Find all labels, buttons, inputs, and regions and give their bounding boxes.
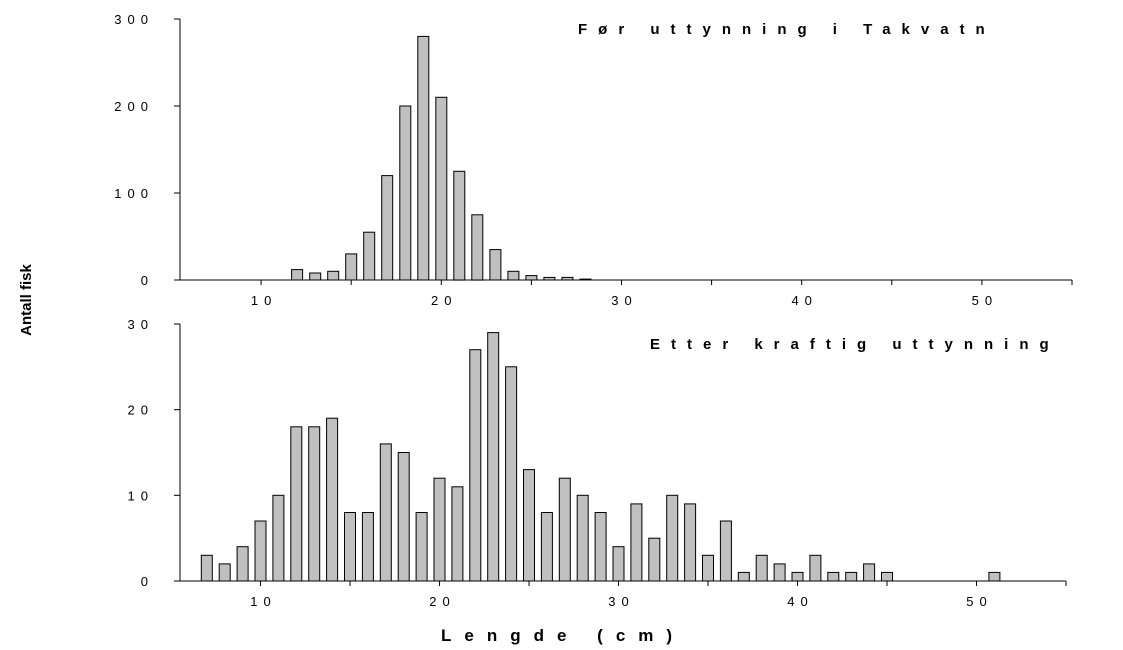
bottom-y-tick-label: 10 — [128, 488, 154, 503]
bottom-bar — [200, 554, 213, 582]
bottom-bar — [469, 349, 482, 582]
top-x-tick-label: 30 — [611, 293, 637, 308]
top-chart-title: Før uttynning i Takvatn — [578, 21, 996, 38]
bottom-bar — [755, 554, 768, 582]
bottom-bar — [433, 477, 446, 582]
bottom-bar — [415, 512, 428, 582]
top-x-tick-label: 40 — [791, 293, 817, 308]
bottom-bar — [684, 503, 697, 582]
bottom-bar — [988, 571, 1001, 582]
top-bar — [453, 170, 466, 281]
top-bar — [489, 249, 502, 281]
bottom-bar — [648, 537, 661, 582]
top-bar — [417, 35, 430, 281]
top-x-tick-label: 20 — [431, 293, 457, 308]
bottom-x-tick-label: 10 — [250, 594, 276, 609]
bottom-bar — [290, 426, 303, 582]
bottom-bar — [344, 512, 356, 582]
bottom-bar — [827, 571, 840, 582]
bottom-bar — [254, 520, 267, 582]
top-x-tick-label: 10 — [251, 293, 277, 308]
bottom-bar — [702, 554, 714, 582]
bottom-bar — [737, 571, 750, 582]
y-axis-title: Antall fisk — [18, 264, 35, 336]
bottom-bar — [505, 366, 518, 582]
top-bar — [381, 175, 394, 281]
top-bar — [435, 96, 448, 281]
top-bar — [309, 272, 322, 281]
top-bar — [507, 270, 520, 281]
bottom-bar — [326, 417, 339, 582]
bottom-bar — [666, 494, 679, 582]
top-bar — [363, 231, 376, 281]
top-y-tick-label: 300 — [114, 12, 154, 27]
top-y-tick-label: 0 — [141, 273, 154, 288]
bottom-y-tick-label: 30 — [128, 317, 154, 332]
bottom-x-tick-label: 40 — [787, 594, 813, 609]
top-y-tick-label: 200 — [114, 99, 154, 114]
bottom-bar — [773, 563, 786, 582]
bottom-bar — [218, 563, 231, 582]
bottom-bar — [379, 443, 392, 582]
top-bar — [327, 270, 340, 281]
bottom-bar — [361, 512, 374, 582]
bottom-bar — [881, 571, 893, 582]
bottom-bar — [612, 546, 625, 582]
bottom-bar — [558, 477, 571, 582]
bottom-bar — [451, 486, 464, 582]
top-bar — [399, 105, 412, 281]
bottom-bar — [397, 452, 410, 582]
bottom-x-tick-label: 30 — [608, 594, 634, 609]
bottom-bar — [272, 494, 285, 582]
bottom-bar — [540, 512, 553, 582]
bottom-bar — [487, 332, 500, 582]
top-bar — [291, 269, 304, 281]
bottom-chart-title: Etter kraftig uttynning — [650, 336, 1060, 353]
bottom-y-tick-label: 20 — [128, 403, 154, 418]
bottom-bar — [576, 494, 589, 582]
bottom-x-tick-label: 50 — [966, 594, 992, 609]
bottom-y-tick-label: 0 — [141, 574, 154, 589]
top-histogram: Før uttynning i Takvatn 0 100 200 300 10 20 30… — [114, 12, 1073, 308]
top-bar — [525, 275, 538, 281]
top-x-tick-label: 50 — [972, 293, 998, 308]
bottom-x-tick-label: 20 — [429, 594, 455, 609]
bottom-bar — [791, 571, 804, 582]
bottom-bar — [523, 469, 535, 582]
bottom-bar — [630, 503, 643, 582]
bottom-bar — [863, 563, 876, 582]
bottom-histogram: Etter kraftig uttynning 0 10 20 30 10 20 30 40 5… — [128, 317, 1067, 609]
bottom-bar — [594, 512, 607, 582]
x-axis-title: Lengde (cm) — [441, 626, 685, 645]
bottom-bar — [308, 426, 321, 582]
top-bar — [345, 253, 358, 281]
top-y-tick-label: 100 — [114, 186, 154, 201]
bottom-bar — [236, 546, 249, 582]
bottom-bar — [719, 520, 732, 582]
top-bar — [471, 214, 484, 281]
bottom-bar — [845, 571, 858, 582]
bottom-bar — [809, 554, 822, 582]
